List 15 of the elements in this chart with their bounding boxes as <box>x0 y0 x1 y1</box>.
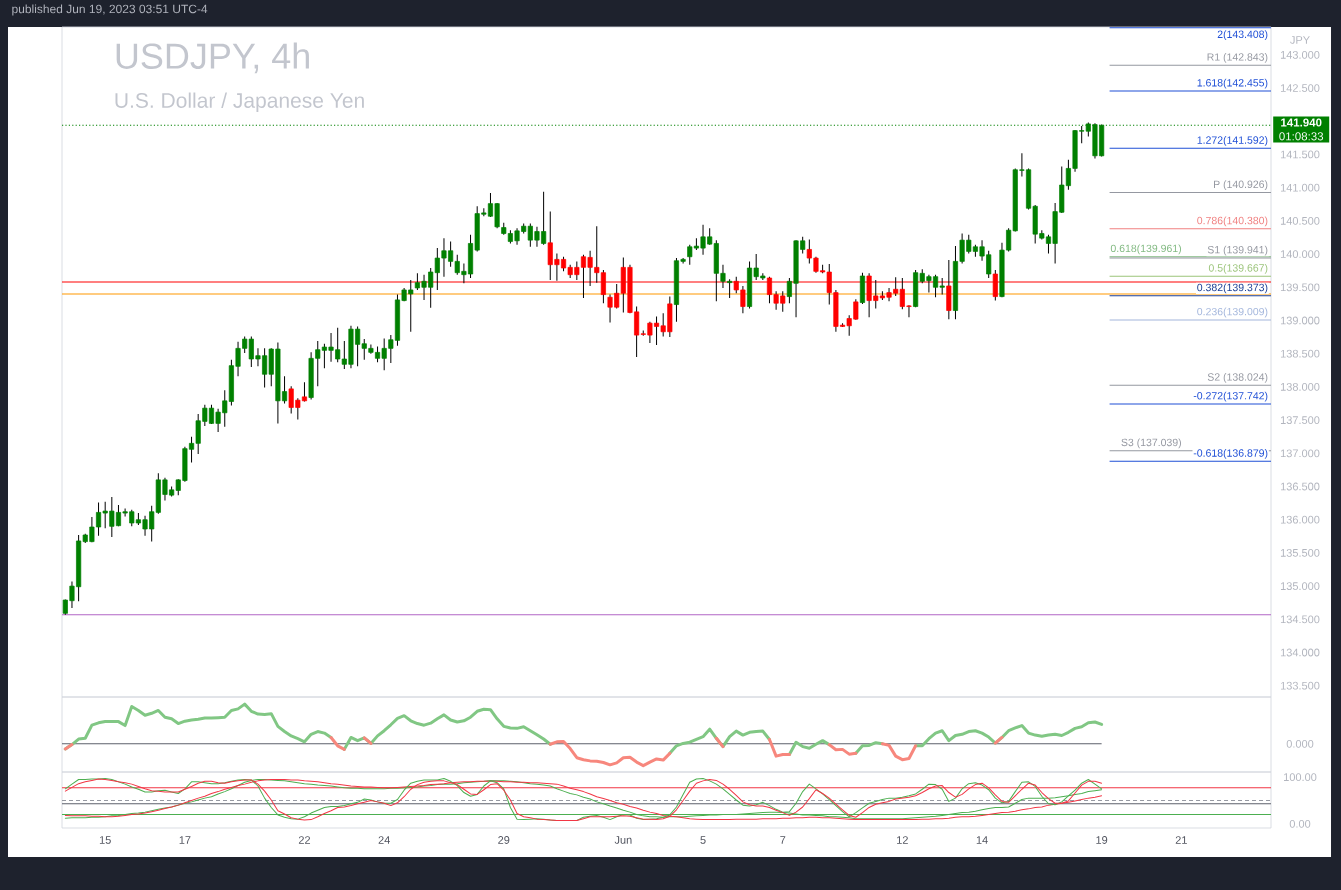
x-tick-label: 22 <box>298 836 311 844</box>
x-tick-label: 5 <box>700 836 706 844</box>
y-tick-label: 0.00 <box>1289 819 1311 828</box>
x-tick-label: 12 <box>897 836 908 844</box>
x-tick-label: 15 <box>99 836 111 844</box>
x-tick-label: 19 <box>1096 836 1108 844</box>
y-tick-label: 100.00 <box>1284 773 1317 782</box>
x-tick-label: 14 <box>976 836 988 844</box>
x-tick-label: Jun <box>614 836 632 844</box>
x-tick-label: 29 <box>498 836 510 844</box>
x-tick-label: 21 <box>1175 836 1187 844</box>
text: 0.000 <box>1286 739 1314 748</box>
x-tick-label: 24 <box>378 836 390 844</box>
x-tick-label: 17 <box>179 836 191 844</box>
x-tick-label: 7 <box>780 836 786 844</box>
